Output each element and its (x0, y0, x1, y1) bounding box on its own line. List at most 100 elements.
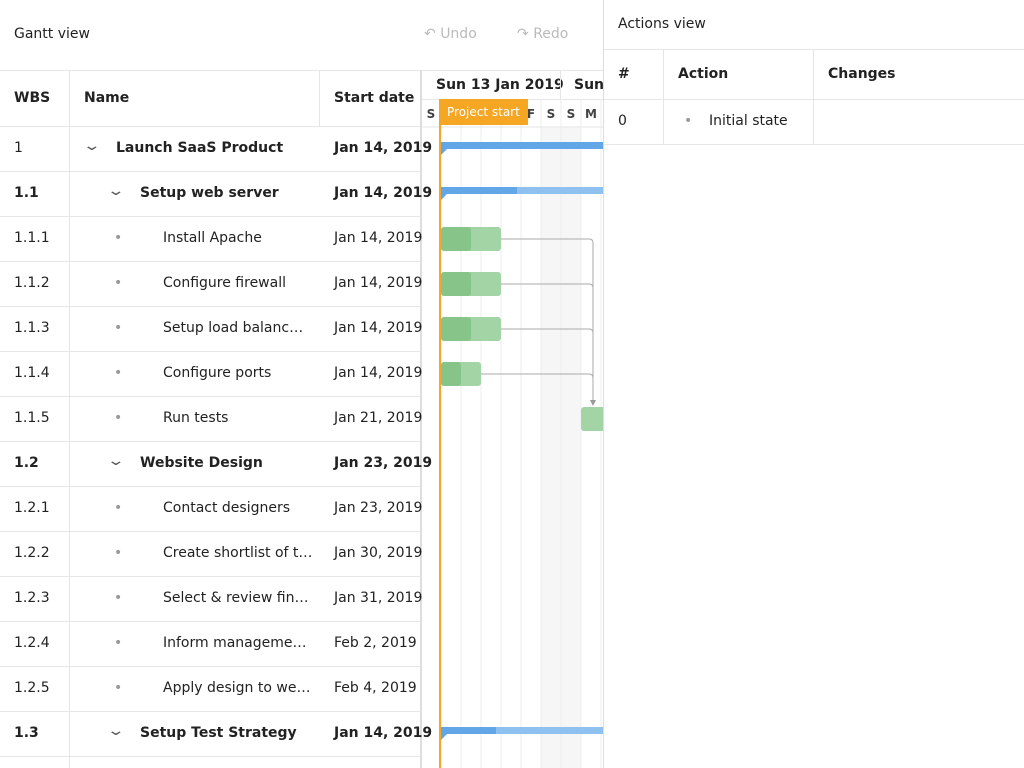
panel-title: Actions view (618, 16, 706, 32)
wbs: 1.2.2 (14, 545, 50, 561)
task-progress (441, 227, 471, 251)
task-row[interactable]: 1.2.1 • Contact designers Jan 23, 2019 (0, 487, 423, 532)
summary-bar (441, 727, 603, 734)
task-name: Select & review fin… (163, 590, 309, 606)
redo-button[interactable]: ↷ Redo (517, 26, 569, 42)
divider (604, 99, 1024, 100)
day-label: S (567, 107, 576, 121)
day-label: S (427, 107, 436, 121)
wbs: 1.1.1 (14, 230, 50, 246)
week-label: Sun (574, 77, 603, 93)
start-date: Jan 14, 2019 (334, 365, 423, 381)
column-header[interactable]: WBS (14, 90, 51, 106)
panel-title: Gantt view (14, 26, 90, 42)
bullet: • (114, 680, 123, 696)
wbs: 1 (14, 140, 23, 156)
column-header[interactable]: Action (678, 66, 729, 82)
label: Redo (533, 26, 569, 42)
column-header[interactable]: Changes (828, 66, 896, 82)
start-date: Jan 23, 2019 (334, 500, 423, 516)
wbs: 1.1.2 (14, 275, 50, 291)
divider (69, 70, 70, 768)
task-row[interactable]: 1.2.5 • Apply design to we… Feb 4, 2019 (0, 667, 421, 712)
task-row[interactable]: 1 ⌄ Launch SaaS Product Jan 14, 2019 (0, 127, 432, 172)
wbs: 1.3 (14, 725, 39, 741)
task-row[interactable]: 1.1.4 • Configure ports Jan 14, 2019 (0, 352, 423, 397)
bullet: • (114, 635, 123, 651)
task-name: Setup Test Strategy (140, 725, 297, 741)
wbs: 1.1.5 (14, 410, 50, 426)
wbs: 1.2.4 (14, 635, 50, 651)
actions-panel: Actions view # Action Changes 0 • Initia… (604, 0, 1024, 768)
column-header[interactable]: Start date (334, 90, 415, 106)
gantt-panel: Gantt view ↶ Undo ↷ Redo WBS Name Start … (0, 26, 603, 768)
task-name: Contact designers (163, 500, 291, 516)
task-row[interactable]: 1.2.3 • Select & review fin… Jan 31, 2019 (0, 577, 422, 622)
wbs: 1.2 (14, 455, 39, 471)
task-name: Setup web server (140, 185, 279, 201)
divider (0, 70, 603, 71)
action-index: 0 (618, 113, 627, 129)
start-date: Feb 2, 2019 (334, 635, 417, 651)
bullet: • (114, 590, 123, 606)
day-label: F (527, 107, 535, 121)
divider (663, 50, 664, 144)
action-name: Initial state (709, 113, 788, 129)
wbs: 1.1.3 (14, 320, 50, 336)
start-date: Jan 30, 2019 (334, 545, 423, 561)
task-row[interactable]: 1.2.4 • Inform manageme… Feb 2, 2019 (0, 622, 421, 667)
task-row[interactable]: 1.1.1 • Install Apache Jan 14, 2019 (0, 217, 423, 262)
task-name: Launch SaaS Product (116, 140, 284, 156)
timeline: SMTWTFSSM (422, 99, 603, 768)
task-row[interactable]: 1.2 ⌄ Website Design Jan 23, 2019 (0, 442, 432, 487)
week-label: Sun 13 Jan 2019 (436, 77, 564, 93)
splitter (603, 0, 604, 768)
task-row[interactable]: 1.1.2 • Configure firewall Jan 14, 2019 (0, 262, 422, 307)
dependency-line (501, 283, 594, 405)
summary-progress (441, 727, 496, 734)
task-row[interactable]: 1.2.2 • Create shortlist of t… Jan 30, 2019 (0, 532, 423, 577)
project-start-label: Project start (439, 99, 528, 125)
bullet: • (114, 365, 123, 381)
expand-icon: ⌄ (82, 138, 102, 154)
summary-notch (441, 149, 447, 155)
day-label: S (547, 107, 556, 121)
summary-notch (441, 194, 447, 200)
task-progress (441, 317, 471, 341)
project-start-line (439, 99, 441, 768)
expand-icon: ⌄ (106, 453, 126, 469)
start-date: Jan 14, 2019 (334, 185, 433, 201)
task-name: Configure firewall (163, 275, 286, 291)
bullet: • (114, 275, 123, 291)
column-header[interactable]: # (618, 66, 630, 82)
task-name: Inform manageme… (163, 635, 307, 651)
dependency-line (501, 328, 594, 405)
start-date: Jan 14, 2019 (334, 230, 423, 246)
task-row[interactable]: 1.3 ⌄ Setup Test Strategy Jan 14, 2019 (0, 712, 432, 757)
task-name: Create shortlist of t… (163, 545, 313, 561)
wbs: 1.1 (14, 185, 39, 201)
task-row[interactable]: 1.1.5 • Run tests Jan 21, 2019 (0, 397, 422, 442)
summary-progress (441, 187, 517, 194)
divider (604, 49, 1024, 50)
start-date: Jan 23, 2019 (334, 455, 433, 471)
wbs: 1.1.4 (14, 365, 50, 381)
column-header[interactable]: Name (84, 90, 130, 106)
bullet: • (114, 230, 123, 246)
start-date: Jan 14, 2019 (334, 320, 423, 336)
task-name: Install Apache (163, 230, 262, 246)
undo-button[interactable]: ↶ Undo (424, 26, 477, 42)
day-label: M (585, 107, 597, 121)
task-name: Setup load balanc… (163, 320, 304, 336)
task-bar (581, 407, 603, 431)
summary-progress (441, 142, 603, 149)
task-row[interactable]: 1.1 ⌄ Setup web server Jan 14, 2019 (0, 172, 432, 217)
splitter (420, 70, 422, 768)
task-row[interactable]: 1.1.3 • Setup load balanc… Jan 14, 2019 (0, 307, 423, 352)
divider (0, 126, 421, 127)
start-date: Jan 14, 2019 (334, 140, 433, 156)
divider (604, 144, 1024, 145)
summary-bar (441, 187, 603, 194)
bullet: • (114, 545, 123, 561)
